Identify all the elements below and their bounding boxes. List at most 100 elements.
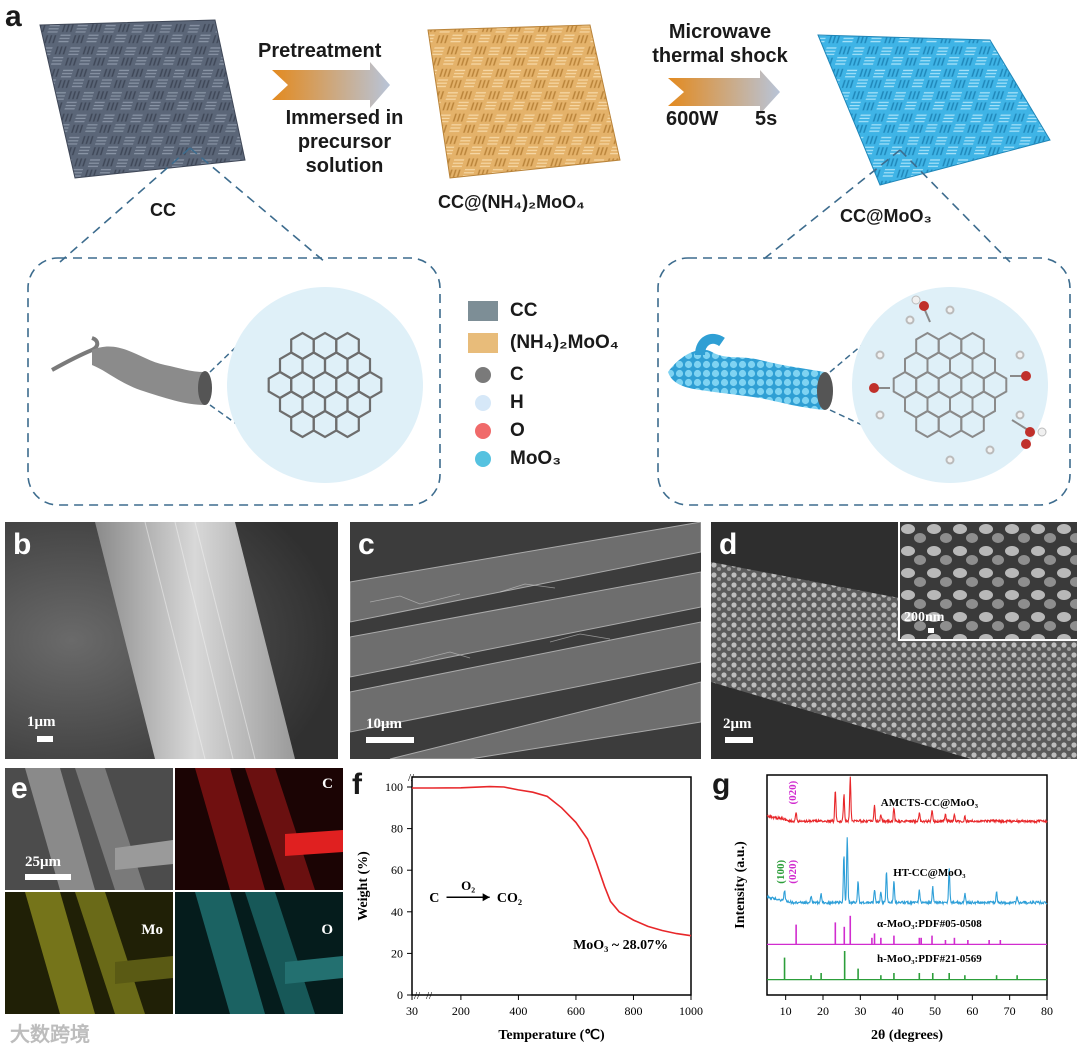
panel-a-schematic [27, 19, 1071, 506]
x-tick-label: 80 [1041, 1004, 1053, 1018]
x-tick-label: 1000 [679, 1004, 703, 1018]
hydrogen-atom [1015, 350, 1025, 360]
panel-f-letter: f [352, 768, 362, 801]
hydrogen-atom [905, 315, 915, 325]
x-tick-label: 600 [567, 1004, 585, 1018]
panel-c-scale-bar [366, 737, 414, 743]
x-tick-label: 30 [854, 1004, 866, 1018]
pretreatment-arrow [272, 62, 390, 108]
hydrogen-atom [875, 350, 885, 360]
series-label: h-MoO₃:PDF#21-0569 [877, 953, 982, 965]
x-tick-label: 200 [452, 1004, 470, 1018]
o-map-label: O [321, 922, 333, 938]
x-tick-label: 40 [892, 1004, 904, 1018]
panel-d-inset-scale-bar [928, 628, 934, 633]
plot-frame [766, 774, 1048, 996]
y-axis-label: Weight (%) [356, 851, 371, 921]
product-label: CC@MoO₃ [840, 206, 932, 226]
legend-item: O [468, 420, 525, 442]
x-tick-label: 60 [966, 1004, 978, 1018]
carbon-map-label: C [322, 776, 333, 792]
axis-break-mark: // [414, 990, 421, 1002]
legend: CC (NH₄)₂MoO₄ C H O MoO₃ [468, 300, 653, 480]
y-tick-label: 60 [391, 863, 403, 877]
legend-item: (NH₄)₂MoO₄ [468, 332, 619, 354]
plain-carbon-fiber [51, 336, 100, 372]
microwave-label: Microwave thermal shock [640, 20, 800, 68]
graphene-lattice [267, 331, 383, 439]
immersion-label: Immersed in precursor solution [262, 106, 427, 178]
microwave-arrow [668, 70, 780, 114]
axis-break-mark: // [408, 772, 415, 784]
x-tick-label: 50 [929, 1004, 941, 1018]
legend-label: C [510, 364, 524, 385]
residue-annotation: MoO₃ ~ 28.07% [573, 938, 668, 953]
legend-label: O [510, 420, 525, 441]
panel-e-sem-tile: e 25μm [5, 768, 173, 890]
panel-e-scale-bar [25, 874, 71, 880]
x-tick-label: 400 [509, 1004, 527, 1018]
watermark: 大数跨境 [10, 1024, 90, 1046]
hydrogen-atom [875, 410, 885, 420]
functional-groups [869, 295, 1047, 449]
panel-b-scale-text: 1μm [27, 714, 56, 730]
legend-swatch [475, 367, 491, 383]
power-label: 600W [666, 108, 719, 130]
legend-swatch [475, 451, 491, 467]
mo-map-label: Mo [141, 922, 163, 938]
xrd-chart: 10 20 30 40 50 60 70 80 2θ (degrees) Intensity (a… [733, 774, 1053, 1043]
panel-e-mo-map: Mo [5, 892, 173, 1014]
panel-e-carbon-map: C [175, 768, 343, 890]
legend-swatch [468, 301, 498, 321]
weight-curve [412, 785, 692, 937]
x-tick-label: 20 [817, 1004, 829, 1018]
y-axis-label: Intensity (a.u.) [733, 841, 748, 929]
carbon-cloth-cc [39, 19, 246, 179]
legend-label: H [510, 392, 524, 413]
miller-index-label: (020) [787, 860, 799, 884]
hydrogen-atom [945, 455, 955, 465]
time-label: 5s [755, 108, 778, 130]
reaction-product: CO₂ [497, 891, 522, 906]
x-axis-label: 2θ (degrees) [871, 1028, 943, 1043]
y-tick-label: 20 [391, 946, 403, 960]
immersion-line-1: Immersed in [285, 107, 404, 129]
carbon-cloth-moo3 [817, 34, 1051, 186]
x-axis-label: Temperature (℃) [498, 1028, 605, 1043]
legend-item: C [468, 364, 524, 386]
panel-d-scale-bar [725, 737, 753, 743]
legend-item: H [468, 392, 524, 414]
plot-frame [411, 776, 692, 996]
panel-e-eds-maps: e 25μm C Mo O [5, 768, 343, 1014]
y-tick-label: 40 [391, 905, 403, 919]
panel-e-o-map: O [175, 892, 343, 1014]
legend-label: MoO₃ [510, 448, 561, 469]
series-label: α-MoO₃:PDF#05-0508 [877, 918, 982, 930]
series-label: HT-CC@MoO₃ [893, 867, 966, 879]
carbon-cloth-precursor [427, 24, 621, 179]
hexagon-ring [335, 409, 360, 439]
xrd-pattern [766, 837, 1048, 906]
panel-g-letter: g [712, 768, 731, 801]
reaction-reagent: O₂ [461, 878, 475, 893]
legend-swatch [468, 333, 498, 353]
hydrogen-atom [945, 305, 955, 315]
microwave-line-1: Microwave [668, 21, 772, 43]
moo3-coated-fiber [668, 349, 825, 410]
functionalized-graphene-zoom-circle [852, 287, 1048, 483]
legend-item: MoO₃ [468, 448, 561, 470]
x-tick-label: 70 [1004, 1004, 1016, 1018]
xrd-pattern [766, 776, 1048, 825]
panel-d-inset: 200nm [898, 522, 1077, 641]
panel-e-letter: e [11, 772, 28, 805]
functionalized-graphene-lattice [875, 305, 1025, 465]
legend-label: (NH₄)₂MoO₄ [510, 332, 619, 353]
legend-label: CC [510, 300, 538, 321]
graphene-zoom-circle [227, 287, 423, 483]
pretreatment-label: Pretreatment [258, 40, 382, 62]
y-tick-label: 0 [397, 988, 403, 1002]
panel-b-sem-image: b 1μm [5, 522, 338, 759]
x-tick-label: 800 [624, 1004, 642, 1018]
panel-d-sem-image: 200nm d 2μm [711, 522, 1077, 759]
legend-swatch [475, 395, 491, 411]
